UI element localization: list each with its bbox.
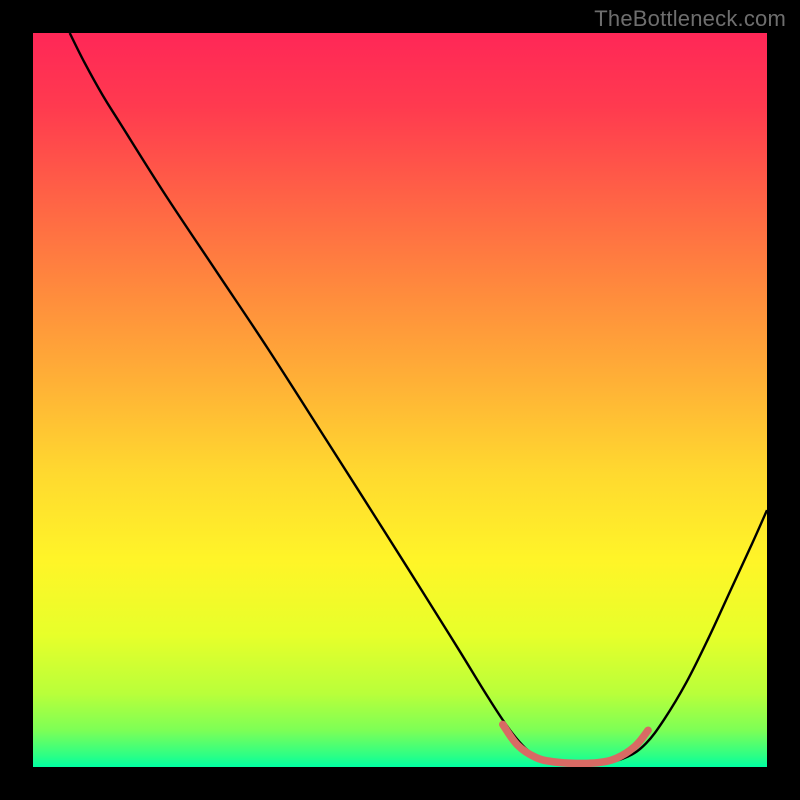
watermark-text: TheBottleneck.com [594, 6, 786, 32]
chart-plot-area [33, 33, 767, 767]
bottleneck-curve [70, 33, 767, 764]
curve-layer [33, 33, 767, 767]
